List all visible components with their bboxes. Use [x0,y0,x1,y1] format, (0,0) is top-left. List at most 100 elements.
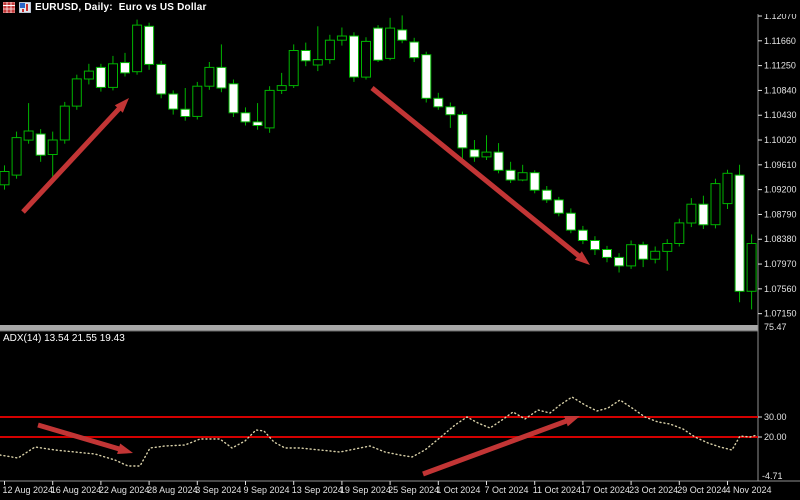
bull-candle [662,243,673,252]
bear-candle [144,25,155,65]
arrow-shaft [422,417,570,477]
bear-candle [180,108,191,117]
bull-candle [288,50,299,87]
arrow-head [564,416,580,427]
date-tick-label: 25 Sep 2024 [388,485,439,495]
bull-candle [276,85,287,91]
bear-candle [433,97,444,108]
bear-candle [397,29,408,41]
price-tick-label: 1.07560 [764,284,797,294]
bear-candle [577,229,588,241]
date-tick-label: 29 Oct 2024 [677,485,726,495]
bull-candle [746,243,757,292]
bear-candle [421,54,432,99]
indicator-scale-max: 75.47 [764,322,787,332]
bull-candle [0,171,10,186]
price-tick-label: 1.09200 [764,185,797,195]
date-tick-label: 23 Oct 2024 [629,485,678,495]
chart-profile-icon[interactable] [18,1,32,13]
bear-candle [120,62,130,74]
adx-panel: 30.00 20.00 75.47 -4.71 [0,322,787,481]
bull-candle [722,172,733,205]
bull-candle [204,66,215,87]
bear-candle [541,189,552,201]
bear-candle [168,93,179,110]
bull-candle [132,24,143,73]
bear-candle [602,249,612,258]
arrow-shaft [370,86,583,260]
bull-candle [11,137,22,176]
arrow-shaft [21,105,123,214]
bear-candle [734,174,745,292]
price-tick-label: 1.11250 [764,61,796,71]
price-tick-label: 1.10840 [764,85,797,95]
bull-candle [686,203,697,224]
price-tick-label: 1.07150 [764,309,797,319]
bull-candle [385,27,396,59]
title-bar: EURUSD, Daily: Euro vs US Dollar [0,0,800,14]
bear-candle [553,199,564,214]
price-tick-label: 1.11660 [764,36,796,46]
bull-candle [481,151,492,158]
bear-candle [228,83,239,114]
bull-candle [650,250,661,260]
price-tick-label: 1.12070 [764,11,797,21]
bull-candle [324,39,335,61]
price-tick-label: 1.08380 [764,234,797,244]
price-tick-label: 1.10430 [764,110,797,120]
price-tick-label: 1.07970 [764,259,797,269]
date-tick-label: 13 Sep 2024 [292,485,343,495]
level-label: 20.00 [764,432,787,442]
date-tick-label: 28 Aug 2024 [147,485,198,495]
trend-arrows [21,86,590,477]
candles [0,15,757,310]
bear-candle [529,172,540,191]
date-tick-label: 7 Oct 2024 [485,485,529,495]
bear-candle [156,63,167,95]
bull-candle [674,222,685,244]
bear-candle [493,151,504,171]
bear-candle [35,133,46,156]
bull-candle [710,183,721,226]
price-tick-label: 1.10020 [764,135,797,145]
bear-candle [590,240,600,251]
date-tick-label: 9 Sep 2024 [244,485,290,495]
bear-candle [95,66,106,88]
date-tick-label: 4 Nov 2024 [726,485,772,495]
price-tick-label: 1.09610 [764,160,797,170]
date-tick-label: 17 Oct 2024 [581,485,630,495]
indicator-scale-min: -4.71 [762,471,783,481]
quotes-table-icon[interactable] [2,1,16,13]
bear-candle [698,203,709,226]
bear-candle [614,256,625,267]
arrow-shaft [37,422,123,453]
bull-candle [626,244,637,267]
panel-splitter [0,325,758,331]
date-tick-label: 12 Aug 2024 [3,485,54,495]
level-label: 30.00 [764,412,787,422]
bull-candle [47,139,58,155]
bull-candle [312,59,323,66]
date-tick-label: 19 Sep 2024 [340,485,391,495]
arrow-head [114,98,129,113]
bear-candle [409,41,420,59]
bear-candle [216,66,227,89]
bear-candle [445,106,456,116]
bull-candle [361,40,371,78]
arrow-head [117,443,133,454]
date-tick-label: 16 Aug 2024 [51,485,102,495]
date-tick-label: 11 Oct 2024 [533,485,581,495]
bear-candle [252,121,263,127]
bull-candle [23,130,34,141]
bear-candle [240,112,251,123]
bull-candle [517,172,528,181]
panel-separators [0,0,800,482]
bear-candle [638,244,649,260]
date-tick-label: 1 Oct 2024 [436,485,480,495]
indicator-label: ADX(14) 13.54 21.55 19.43 [3,333,125,344]
bear-candle [505,169,516,181]
bear-candle [469,149,480,158]
chart-title: EURUSD, Daily: Euro vs US Dollar [35,1,207,13]
price-tick-label: 1.08790 [764,209,797,219]
